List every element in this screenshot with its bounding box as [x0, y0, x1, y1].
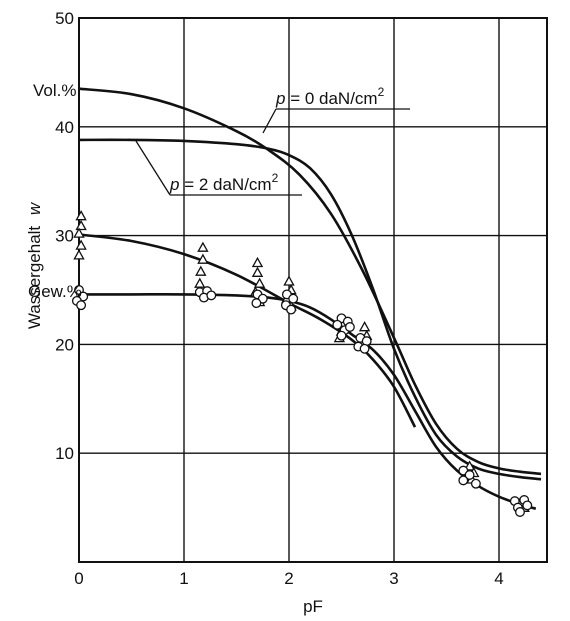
triangle-marker: [75, 239, 87, 250]
triangle-marker: [197, 241, 209, 252]
circle-marker: [286, 304, 297, 315]
circle-marker: [470, 478, 481, 489]
curve-label-p2: p = 2 daN/cm2: [135, 140, 302, 196]
svg-text:p = 2 daN/cm2: p = 2 daN/cm2: [169, 171, 279, 194]
triangle-marker: [73, 227, 85, 238]
curve-label-p0-prefix: p: [275, 89, 285, 108]
circle-marker: [522, 500, 533, 511]
svg-text:p = 0 daN/cm2: p = 0 daN/cm2: [275, 85, 385, 108]
triangle-marker: [358, 321, 371, 332]
x-tick-label: 4: [494, 569, 503, 588]
y-axis-label-symbol: w: [25, 201, 44, 215]
triangle-marker: [251, 266, 264, 277]
triangle-marker: [197, 253, 209, 264]
vol-percent-label: Vol.%: [33, 81, 76, 100]
triangle-marker: [253, 277, 266, 288]
triangle-marker: [251, 256, 264, 268]
circle-marker: [332, 319, 343, 330]
x-axis-label: pF: [303, 597, 323, 616]
y-tick-label: 30: [55, 227, 74, 246]
triangle-marker: [195, 265, 207, 276]
y-tick-label: 10: [55, 444, 74, 463]
circle-marker: [458, 475, 469, 486]
circle-marker: [288, 293, 299, 304]
triangle-marker: [75, 210, 87, 221]
circle-marker: [344, 322, 355, 332]
circle-marker: [206, 290, 217, 301]
y-tick-label: 40: [55, 118, 74, 137]
circle-marker: [336, 330, 347, 341]
curve-label-p2-text: = 2 daN/cm: [179, 175, 271, 194]
triangle-marker: [75, 219, 87, 231]
y-tick-label: 50: [55, 9, 74, 28]
x-tick-labels: 0 1 2 3 4: [74, 569, 503, 588]
curve-label-p2-leader: [135, 140, 171, 196]
curve-p2_gew: [78, 233, 417, 428]
curve-label-p0-sup: 2: [378, 85, 385, 99]
curve-label-p2-prefix: p: [169, 175, 179, 194]
curve-label-p0-text: = 0 daN/cm: [285, 89, 377, 108]
y-tick-labels: 10 20 30 40 50: [55, 9, 74, 463]
curve-label-p0: p = 0 daN/cm2: [262, 85, 410, 134]
curve-label-p0-leader: [262, 108, 277, 134]
x-tick-label: 3: [389, 569, 398, 588]
triangle-marker: [283, 275, 295, 286]
circle-marker: [464, 470, 475, 480]
y-axis-label-text: Wassergehalt: [25, 226, 44, 330]
x-tick-label: 1: [179, 569, 188, 588]
gew-percent-label: Gew.%: [28, 282, 82, 301]
x-tick-label: 2: [284, 569, 293, 588]
curve-p2_vol: [78, 138, 542, 481]
curve-label-p2-sup: 2: [272, 171, 279, 185]
triangle-marker: [73, 249, 85, 260]
y-tick-label: 20: [55, 335, 74, 354]
triangle-marker: [194, 277, 206, 288]
circle-marker: [359, 343, 370, 354]
y-axis-label: Wassergehalt w: [25, 201, 44, 329]
circle-marker: [251, 298, 262, 309]
x-tick-label: 0: [74, 569, 83, 588]
curve-p0_vol: [78, 87, 542, 476]
circle-marker: [76, 300, 87, 311]
curves: [78, 87, 542, 510]
circle-marker: [515, 507, 525, 517]
data-markers: [71, 210, 533, 517]
